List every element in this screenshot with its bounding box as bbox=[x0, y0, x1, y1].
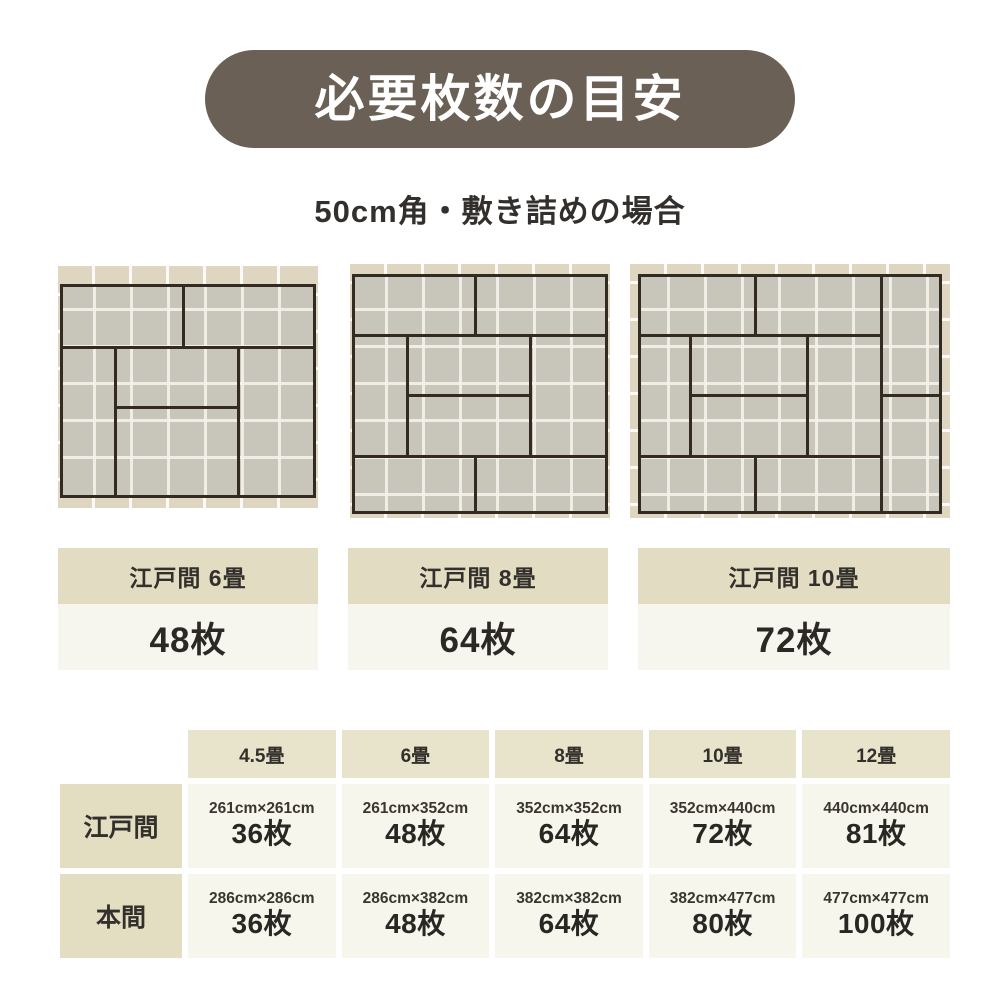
cell-dimensions: 286cm×286cm bbox=[209, 889, 315, 907]
cell-dimensions: 477cm×477cm bbox=[823, 889, 929, 907]
summary-card-count: 64枚 bbox=[439, 620, 517, 660]
cell-count: 48枚 bbox=[385, 818, 446, 850]
table-col-header-label: 10畳 bbox=[702, 745, 743, 767]
tatami-divider bbox=[182, 287, 185, 349]
cell-dimensions: 352cm×352cm bbox=[516, 799, 622, 817]
room-area-8jo bbox=[352, 274, 608, 514]
table-cell: 440cm×440cm 81枚 bbox=[802, 784, 950, 868]
table-cell: 382cm×477cm 80枚 bbox=[648, 874, 797, 958]
table-row-header-edoma: 江戸間 bbox=[60, 784, 182, 868]
summary-card-title: 江戸間 6畳 bbox=[129, 565, 247, 591]
summary-card-10jo: 江戸間 10畳 72枚 bbox=[638, 548, 950, 670]
cell-count: 80枚 bbox=[692, 908, 753, 940]
cell-count: 64枚 bbox=[538, 908, 600, 940]
tatami-divider bbox=[474, 455, 477, 511]
diagram-edoma-10jo bbox=[630, 258, 950, 518]
table-cell: 286cm×382cm 48枚 bbox=[341, 874, 490, 958]
table-row-header-honma: 本間 bbox=[60, 874, 182, 958]
cell-dimensions: 382cm×477cm bbox=[669, 889, 776, 907]
tatami-divider bbox=[754, 455, 757, 511]
summary-card-body: 48枚 bbox=[58, 604, 318, 670]
table-header-row: 4.5畳 6畳 8畳 10畳 12畳 bbox=[60, 730, 950, 778]
page-subtitle: 50cm角・敷き詰めの場合 bbox=[314, 194, 686, 229]
cell-count: 100枚 bbox=[837, 908, 915, 940]
table-row-header-label: 江戸間 bbox=[83, 814, 159, 842]
table-col-header-8jo: 8畳 bbox=[495, 730, 643, 778]
cell-count: 36枚 bbox=[231, 818, 293, 850]
table-cell: 352cm×440cm 72枚 bbox=[648, 784, 797, 868]
layout-diagrams bbox=[0, 258, 1000, 518]
cell-dimensions: 261cm×261cm bbox=[209, 799, 315, 817]
page-title-pill: 必要枚数の目安 bbox=[205, 50, 795, 148]
cell-count: 64枚 bbox=[538, 818, 600, 850]
cell-count: 48枚 bbox=[385, 908, 446, 940]
summary-card-body: 64枚 bbox=[348, 604, 608, 670]
table-cell: 352cm×352cm 64枚 bbox=[495, 784, 643, 868]
tatami-divider bbox=[63, 346, 313, 349]
summary-cards: 江戸間 6畳 48枚 江戸間 8畳 64枚 江戸間 10畳 72枚 bbox=[0, 548, 1000, 670]
table-col-header-10jo: 10畳 bbox=[648, 730, 797, 778]
cell-count: 72枚 bbox=[692, 818, 753, 850]
table-corner-cell bbox=[60, 730, 182, 778]
tatami-divider bbox=[689, 394, 809, 397]
tatami-divider bbox=[641, 334, 883, 337]
room-area-6jo bbox=[60, 284, 316, 498]
tatami-divider bbox=[114, 346, 117, 495]
table-col-header-label: 6畳 bbox=[400, 745, 431, 767]
size-reference-table: 4.5畳 6畳 8畳 10畳 12畳 江戸間 261cm×261cm 36枚 2… bbox=[60, 730, 950, 964]
summary-card-header: 江戸間 8畳 bbox=[348, 548, 608, 604]
summary-card-title: 江戸間 8畳 bbox=[419, 565, 537, 591]
diagram-edoma-6jo bbox=[58, 258, 318, 510]
summary-card-header: 江戸間 10畳 bbox=[638, 548, 950, 604]
tatami-divider bbox=[355, 334, 605, 337]
summary-card-body: 72枚 bbox=[638, 604, 950, 670]
tatami-divider bbox=[237, 346, 240, 495]
cell-dimensions: 352cm×440cm bbox=[669, 799, 776, 817]
table-cell: 382cm×382cm 64枚 bbox=[495, 874, 643, 958]
table-cell: 286cm×286cm 36枚 bbox=[188, 874, 336, 958]
table-col-header-label: 12畳 bbox=[856, 745, 897, 767]
summary-card-8jo: 江戸間 8畳 64枚 bbox=[348, 548, 608, 670]
table-row-header-label: 本間 bbox=[95, 904, 146, 932]
table-col-header-12jo: 12畳 bbox=[802, 730, 950, 778]
table-row: 本間 286cm×286cm 36枚 286cm×382cm 48枚 382cm… bbox=[60, 874, 950, 958]
cell-dimensions: 261cm×352cm bbox=[362, 799, 469, 817]
cell-count: 36枚 bbox=[231, 908, 293, 940]
room-area-10jo bbox=[638, 274, 942, 514]
table-cell: 261cm×352cm 48枚 bbox=[341, 784, 490, 868]
summary-card-count: 72枚 bbox=[755, 620, 833, 660]
page-title: 必要枚数の目安 bbox=[314, 71, 686, 127]
table-col-header-label: 4.5畳 bbox=[239, 745, 285, 767]
cell-count: 81枚 bbox=[845, 818, 907, 850]
table-col-header-label: 8畳 bbox=[554, 745, 584, 767]
summary-card-6jo: 江戸間 6畳 48枚 bbox=[58, 548, 318, 670]
summary-card-header: 江戸間 6畳 bbox=[58, 548, 318, 604]
cell-dimensions: 382cm×382cm bbox=[516, 889, 622, 907]
summary-card-count: 48枚 bbox=[149, 620, 227, 660]
tatami-divider bbox=[114, 406, 240, 409]
tatami-divider bbox=[754, 277, 757, 337]
tatami-divider bbox=[474, 277, 477, 337]
diagram-edoma-8jo bbox=[350, 258, 610, 518]
table-col-header-6jo: 6畳 bbox=[341, 730, 490, 778]
table-col-header-4_5jo: 4.5畳 bbox=[188, 730, 336, 778]
tatami-divider bbox=[880, 394, 939, 397]
table-cell: 261cm×261cm 36枚 bbox=[188, 784, 336, 868]
cell-dimensions: 440cm×440cm bbox=[823, 799, 929, 817]
summary-card-title: 江戸間 10畳 bbox=[728, 565, 860, 591]
table-cell: 477cm×477cm 100枚 bbox=[802, 874, 950, 958]
cell-dimensions: 286cm×382cm bbox=[362, 889, 469, 907]
tatami-divider bbox=[641, 455, 883, 458]
table-row: 江戸間 261cm×261cm 36枚 261cm×352cm 48枚 352c… bbox=[60, 784, 950, 868]
tatami-divider bbox=[355, 455, 605, 458]
tatami-divider bbox=[406, 394, 532, 397]
